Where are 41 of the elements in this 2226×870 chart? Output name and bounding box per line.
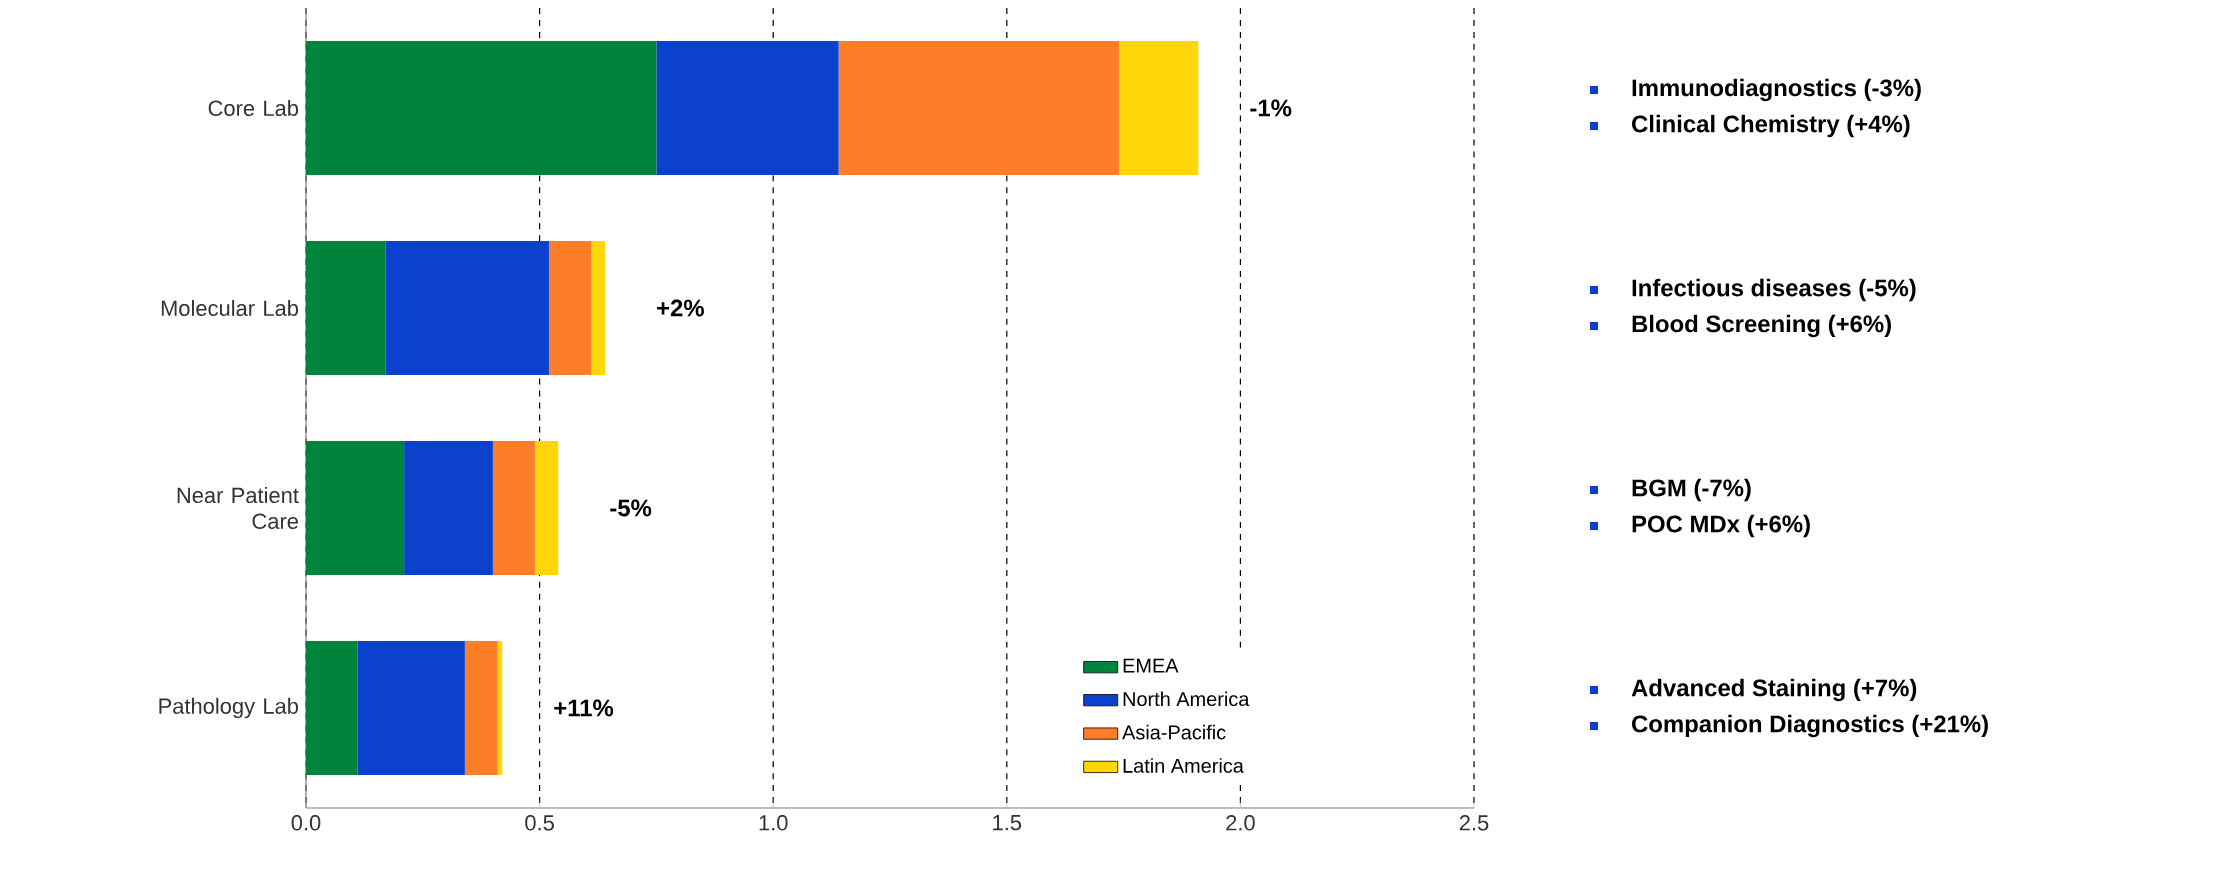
bar: [357, 641, 465, 776]
text: BGM (-7%): [1632, 478, 1751, 502]
y-tick-label: Near Patient Care: [177, 487, 299, 530]
bar: [306, 241, 386, 376]
bar: [534, 441, 559, 576]
bar: [306, 441, 405, 576]
bar: [464, 641, 498, 776]
bar: [838, 41, 1119, 176]
legend-label: North America: [1123, 691, 1250, 707]
text: Infectious diseases (-5%): [1632, 278, 1916, 302]
bar: [492, 441, 535, 576]
legend-label: EMEA: [1123, 658, 1179, 673]
annotation: -5%: [610, 499, 652, 517]
bar: [306, 41, 657, 176]
text: Blood Screening (+6%): [1632, 314, 1891, 338]
y-tick-label: Pathology Lab: [159, 697, 298, 719]
text: Companion Diagnostics (+21%): [1632, 714, 1988, 738]
bar: [404, 441, 493, 576]
y-tick-label: Molecular Lab: [161, 299, 298, 317]
bar: [548, 241, 591, 376]
text: Clinical Chemistry (+4%): [1632, 114, 1910, 138]
text: Advanced Staining (+7%): [1631, 678, 1917, 702]
x-tick-label: 1.0: [759, 815, 788, 831]
annotation: +2%: [657, 299, 704, 317]
text: Immunodiagnostics (-3%): [1632, 78, 1921, 102]
legend-label: Latin America: [1123, 758, 1244, 773]
x-tick-label: 1.5: [993, 815, 1022, 831]
bar: [385, 241, 549, 376]
x-tick-label: 2.5: [1459, 815, 1489, 831]
legend-label: Asia-Pacific: [1122, 724, 1226, 740]
annotation: +11%: [554, 699, 614, 717]
bar: [591, 241, 606, 376]
bar: [1118, 41, 1199, 176]
x-tick-label: 0.0: [291, 815, 321, 831]
bar: [656, 41, 839, 176]
y-tick-label: Core Lab: [208, 99, 298, 117]
annotation: -1%: [1250, 99, 1292, 117]
bar: [306, 641, 358, 776]
text: POC MDx (+6%): [1632, 514, 1810, 538]
x-tick-label: 0.5: [525, 815, 554, 831]
x-tick-label: 2.0: [1226, 815, 1255, 831]
